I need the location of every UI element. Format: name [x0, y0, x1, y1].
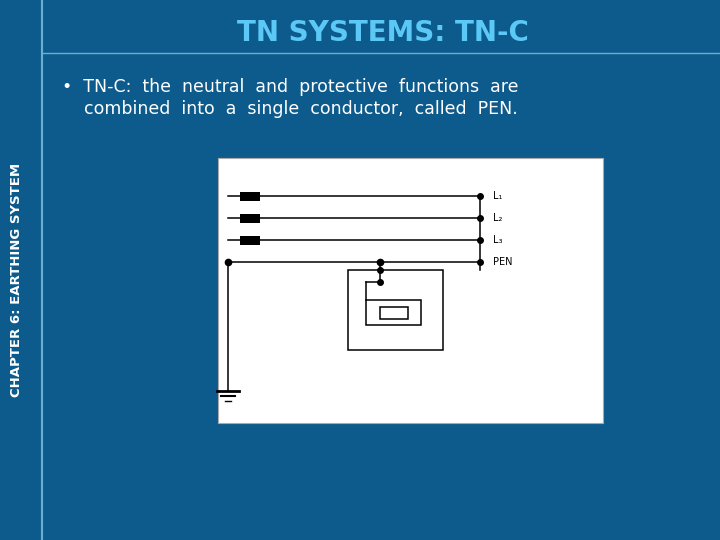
Text: •  TN-C:  the  neutral  and  protective  functions  are: • TN-C: the neutral and protective funct…	[62, 78, 518, 96]
Bar	[240, 235, 260, 245]
Bar	[366, 300, 421, 325]
Text: L₂: L₂	[493, 213, 503, 223]
Bar	[240, 192, 260, 200]
Text: CHAPTER 6: EARTHING SYSTEM: CHAPTER 6: EARTHING SYSTEM	[11, 163, 24, 397]
Text: L₁: L₁	[493, 191, 503, 201]
Text: TN SYSTEMS: TN-C: TN SYSTEMS: TN-C	[237, 19, 529, 47]
Bar	[379, 307, 408, 319]
Bar	[348, 270, 443, 350]
Text: L₃: L₃	[493, 235, 503, 245]
Text: PEN: PEN	[493, 257, 513, 267]
Text: combined  into  a  single  conductor,  called  PEN.: combined into a single conductor, called…	[62, 100, 518, 118]
Bar	[240, 213, 260, 222]
Bar	[218, 158, 603, 423]
